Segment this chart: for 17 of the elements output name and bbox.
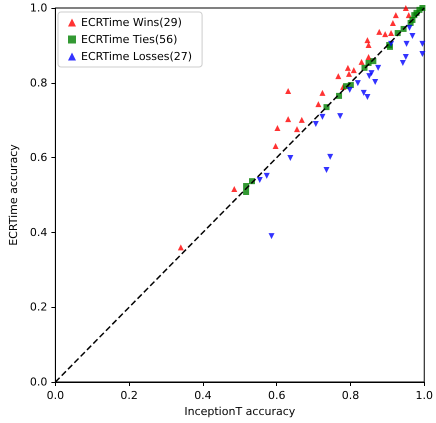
x-tick-label: 0.8 <box>342 389 360 402</box>
legend-label: ECRTime Losses(27) <box>81 50 192 63</box>
y-tick-label: 0.4 <box>30 226 48 239</box>
y-axis-title: ECRTime accuracy <box>7 144 20 246</box>
legend-label: ECRTime Ties(56) <box>81 33 178 46</box>
x-tick-label: 0.6 <box>268 389 286 402</box>
x-tick-label: 0.0 <box>46 389 64 402</box>
x-tick-label: 1.0 <box>416 389 434 402</box>
x-tick-label: 0.2 <box>120 389 138 402</box>
x-tick-label: 0.4 <box>194 389 212 402</box>
y-tick-label: 0.2 <box>30 300 48 314</box>
y-tick-label: 1.0 <box>30 2 48 14</box>
y-tick-label: 0.6 <box>30 151 48 164</box>
y-tick-label: 0.0 <box>30 376 48 388</box>
x-axis-title: InceptionT accuracy <box>184 405 296 418</box>
legend-label: ECRTime Wins(29) <box>81 16 182 29</box>
y-tick-label: 0.8 <box>30 76 48 90</box>
